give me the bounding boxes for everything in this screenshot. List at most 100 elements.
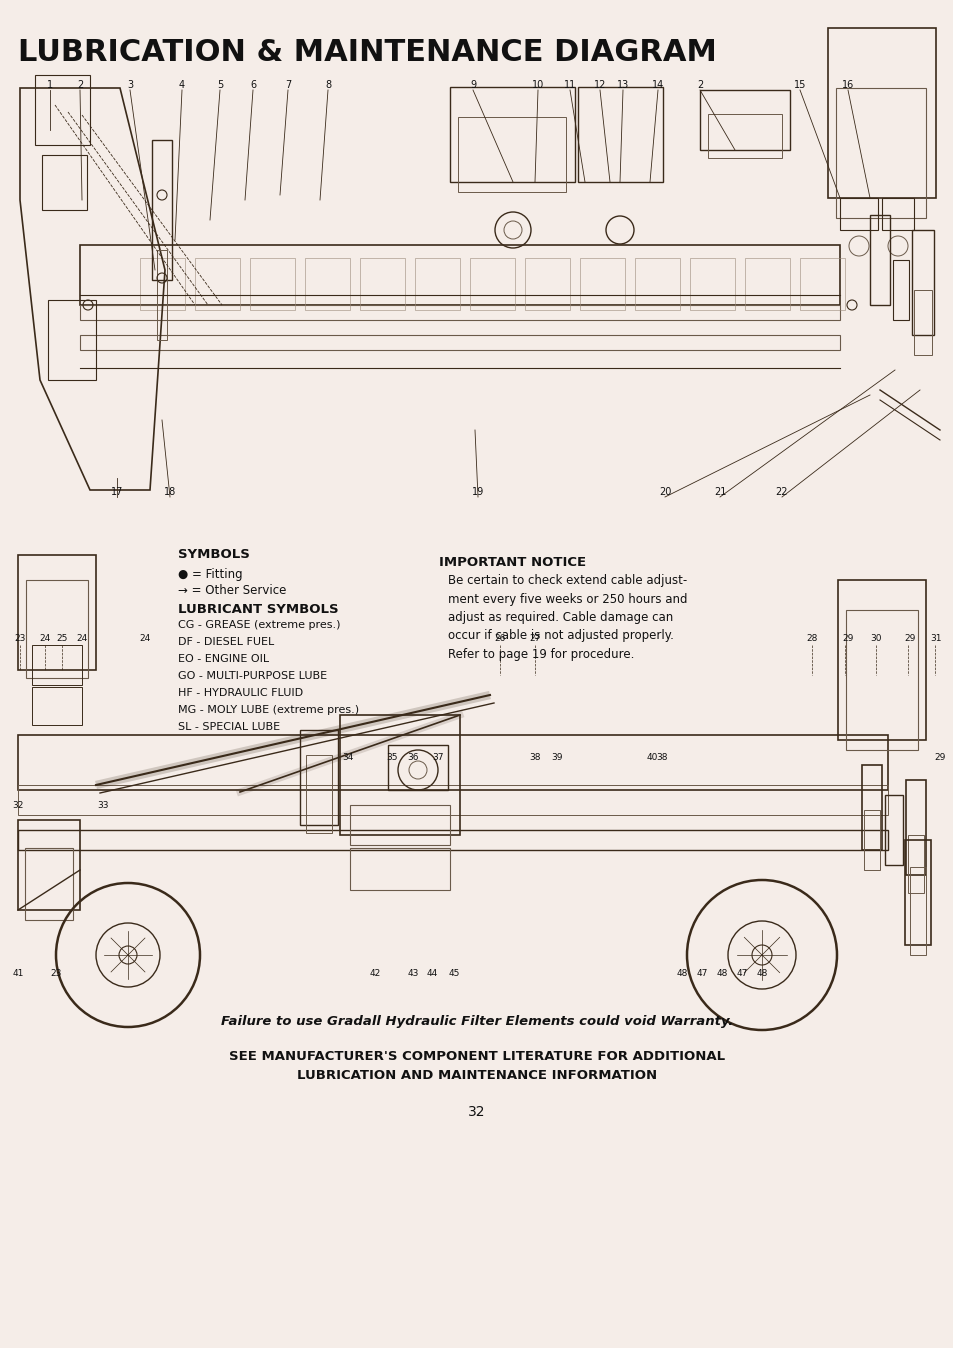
Text: 23: 23 [51, 969, 62, 979]
Bar [152, 140, 172, 280]
Text: 2: 2 [77, 80, 83, 90]
Bar [913, 290, 931, 355]
Bar [578, 88, 662, 182]
Bar [907, 834, 923, 892]
Text: 29: 29 [933, 754, 944, 762]
Text: 5: 5 [216, 80, 223, 90]
Bar [470, 257, 515, 310]
Bar [18, 735, 887, 790]
Text: 45: 45 [448, 969, 459, 979]
Text: 34: 34 [342, 754, 354, 762]
Text: 48: 48 [756, 969, 767, 979]
Bar [689, 257, 734, 310]
Bar [250, 257, 294, 310]
Text: 36: 36 [407, 754, 418, 762]
Text: HF - HYDRAULIC FLUID: HF - HYDRAULIC FLUID [178, 687, 303, 698]
Bar [904, 840, 930, 945]
Bar [18, 820, 80, 910]
Text: 14: 14 [651, 80, 663, 90]
Bar [524, 257, 569, 310]
Text: 19: 19 [472, 487, 483, 497]
Bar [700, 90, 789, 150]
Text: 26: 26 [494, 634, 505, 643]
Text: MG - MOLY LUBE (extreme pres.): MG - MOLY LUBE (extreme pres.) [178, 705, 358, 714]
Text: 16: 16 [841, 80, 853, 90]
Text: 40: 40 [645, 754, 657, 762]
Bar [18, 785, 887, 816]
Bar [157, 249, 167, 340]
Text: 2: 2 [696, 80, 702, 90]
Bar [35, 75, 90, 146]
Text: ● = Fitting: ● = Fitting [178, 568, 242, 581]
Bar [909, 867, 925, 954]
Bar [18, 830, 887, 851]
Text: 48: 48 [676, 969, 687, 979]
Text: 23: 23 [14, 634, 26, 643]
Text: 44: 44 [426, 969, 437, 979]
Text: LUBRICATION & MAINTENANCE DIAGRAM: LUBRICATION & MAINTENANCE DIAGRAM [18, 38, 716, 67]
Text: 32: 32 [468, 1105, 485, 1119]
Text: 27: 27 [529, 634, 540, 643]
Bar [837, 580, 925, 740]
Bar [80, 305, 840, 319]
Text: 24: 24 [39, 634, 51, 643]
Text: 7: 7 [285, 80, 291, 90]
Text: 30: 30 [869, 634, 881, 643]
Text: 48: 48 [716, 969, 727, 979]
Bar [305, 257, 350, 310]
Text: 3: 3 [127, 80, 132, 90]
Bar [80, 245, 840, 305]
Bar [32, 644, 82, 685]
Text: Be certain to check extend cable adjust-
ment every five weeks or 250 hours and
: Be certain to check extend cable adjust-… [448, 574, 687, 661]
Bar [884, 795, 902, 865]
Text: CG - GREASE (extreme pres.): CG - GREASE (extreme pres.) [178, 620, 340, 630]
Bar [800, 257, 844, 310]
Bar [415, 257, 459, 310]
Text: 8: 8 [325, 80, 331, 90]
Bar [350, 805, 450, 845]
Bar [863, 810, 879, 869]
Text: 33: 33 [97, 801, 109, 810]
Bar [18, 555, 96, 670]
Text: 18: 18 [164, 487, 176, 497]
Text: 25: 25 [56, 634, 68, 643]
Text: 15: 15 [793, 80, 805, 90]
Text: 38: 38 [529, 754, 540, 762]
Bar [299, 731, 337, 825]
Text: 35: 35 [386, 754, 397, 762]
Bar [194, 257, 240, 310]
Bar [306, 755, 332, 833]
Text: IMPORTANT NOTICE: IMPORTANT NOTICE [439, 555, 586, 569]
Text: LUBRICANT SYMBOLS: LUBRICANT SYMBOLS [178, 603, 338, 616]
Bar [25, 848, 73, 919]
Text: 12: 12 [593, 80, 605, 90]
Text: 22: 22 [775, 487, 787, 497]
Text: 42: 42 [369, 969, 380, 979]
Text: EO - ENGINE OIL: EO - ENGINE OIL [178, 654, 269, 665]
Text: GO - MULTI-PURPOSE LUBE: GO - MULTI-PURPOSE LUBE [178, 671, 327, 681]
Text: Failure to use Gradall Hydraulic Filter Elements could void Warranty.: Failure to use Gradall Hydraulic Filter … [220, 1015, 733, 1029]
Text: 29: 29 [841, 634, 853, 643]
Bar [635, 257, 679, 310]
Text: 47: 47 [736, 969, 747, 979]
Text: 28: 28 [805, 634, 817, 643]
Text: → = Other Service: → = Other Service [178, 584, 286, 597]
Bar [26, 580, 88, 678]
Bar [339, 714, 459, 834]
Bar [579, 257, 624, 310]
Bar [80, 336, 840, 350]
Bar [707, 115, 781, 158]
Bar [32, 687, 82, 725]
Bar [827, 28, 935, 198]
Text: SYMBOLS: SYMBOLS [178, 549, 250, 561]
Text: 17: 17 [111, 487, 123, 497]
Bar [457, 117, 565, 191]
Bar [862, 766, 882, 851]
Text: 29: 29 [903, 634, 915, 643]
Text: 1: 1 [47, 80, 53, 90]
Text: 43: 43 [407, 969, 418, 979]
Text: SEE MANUFACTURER'S COMPONENT LITERATURE FOR ADDITIONAL
LUBRICATION AND MAINTENAN: SEE MANUFACTURER'S COMPONENT LITERATURE … [229, 1050, 724, 1082]
Bar [350, 848, 450, 890]
Text: 10: 10 [532, 80, 543, 90]
Bar [845, 611, 917, 749]
